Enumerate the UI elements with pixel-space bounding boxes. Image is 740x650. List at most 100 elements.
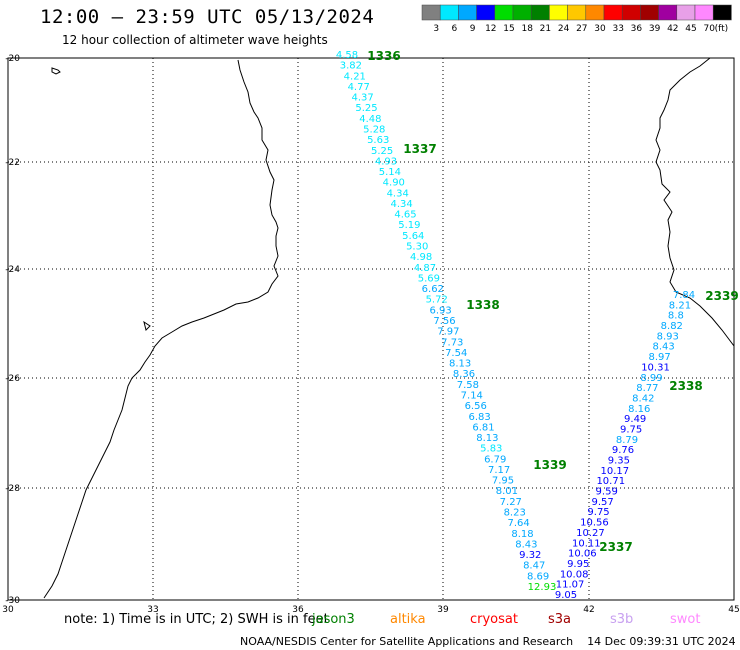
color-swatch-label: 18 [521,24,533,34]
swh-value: 8.01 [496,486,518,497]
swh-value: 7.97 [437,327,459,338]
footer-credit: NOAA/NESDIS Center for Satellite Applica… [240,635,574,648]
swh-value: 4.65 [394,210,416,221]
note-text: note: 1) Time is in UTC; 2) SWH is in fe… [64,612,329,627]
color-swatch [549,4,568,21]
swh-value: 7.54 [445,348,467,359]
color-swatch-label: 45 [685,24,696,34]
swh-value: 9.57 [591,497,613,508]
latitude-label: -24 [5,265,20,275]
swh-value: 5.19 [398,220,420,231]
swh-value: 4.77 [348,82,370,93]
longitude-label: 42 [583,605,594,615]
swh-value: 10.11 [572,538,601,549]
color-swatch-label: 39 [649,24,661,34]
color-swatch [676,4,696,21]
longitude-label: 45 [728,605,739,615]
swh-value: 5.25 [371,146,393,157]
pass-number: 1338 [466,298,499,312]
swh-value: 8.16 [628,404,650,415]
pass-number: 1337 [403,142,436,156]
latitude-label: -22 [5,158,20,168]
swh-value: 8.69 [527,571,549,582]
pass-number: 1339 [533,458,566,472]
color-swatch [567,4,587,21]
swh-value: 9.75 [620,424,642,435]
footer: NOAA/NESDIS Center for Satellite Applica… [240,635,736,648]
swh-value: 8.93 [657,331,679,342]
swh-value: 8.47 [523,561,545,572]
swh-value: 8.43 [653,342,675,353]
swh-value: 7.17 [488,465,510,476]
color-swatch [494,4,514,21]
swh-value: 9.49 [624,414,646,425]
swh-value: 8.13 [476,433,498,444]
color-swatch [658,4,678,21]
latitude-label: -20 [5,54,20,64]
swh-value: 9.59 [596,487,618,498]
swh-value: 5.72 [426,295,448,306]
longitude-labels: 30 33 36 39 42 45 [2,605,739,615]
swh-value: 6.81 [472,422,494,433]
island-small-2 [143,320,151,331]
color-swatch-label: 36 [631,24,643,34]
latitude-label: -30 [5,596,20,606]
descending-track: 4.583.824.214.774.375.254.485.285.635.25… [336,50,556,593]
island-small-1 [51,67,61,75]
swh-value: 9.35 [608,456,630,467]
swh-value: 10.56 [580,518,609,529]
swh-value: 7.14 [461,390,483,401]
swh-value: 7.73 [441,337,463,348]
swh-value: 9.32 [519,550,541,561]
color-swatch [421,4,441,21]
swh-value: 4.37 [351,93,373,104]
swh-value: 8.23 [504,508,526,519]
color-swatch-label: 33 [612,24,623,34]
mission-altika: altika [390,612,426,627]
color-swatch [439,4,459,21]
pass-number: 2339 [705,289,738,303]
swh-value: 10.17 [601,466,630,477]
mission-s3b: s3b [610,612,634,627]
swh-value: 4.58 [336,50,358,61]
swh-value: 9.76 [612,445,634,456]
longitude-label: 39 [437,605,449,615]
swh-value: 8.13 [449,359,471,370]
swh-value: 8.42 [632,393,654,404]
swh-value: 8.77 [636,383,658,394]
swh-value: 10.06 [568,549,597,560]
swh-value: 8.99 [640,373,662,384]
color-swatch [640,4,659,21]
color-swatch-label: 21 [540,24,551,34]
swh-value: 9.75 [587,507,609,518]
africa-coastline [43,59,279,599]
swh-value: 12.93 [528,582,557,593]
swh-value: 4.34 [387,188,409,199]
swh-value: 6.79 [484,454,506,465]
color-swatch [585,4,605,21]
color-scale: 3 6 9 12 15 18 21 24 27 30 33 36 39 42 45 70 (ft) [421,4,732,34]
swh-value: 5.14 [379,167,401,178]
swh-value: 3.82 [340,61,362,72]
page-subtitle: 12 hour collection of altimeter wave hei… [62,33,328,47]
mission-jason3: jason3 [312,612,355,627]
swh-value: 7.56 [433,316,455,327]
color-swatch [694,4,714,21]
swh-value: 4.48 [359,114,381,125]
color-swatch [512,4,532,21]
swh-value: 6.83 [468,412,490,423]
ascending-track: 7.848.218.88.828.938.438.9710.318.998.77… [555,290,695,601]
swh-value: 11.07 [556,580,585,591]
swh-value: 6.93 [429,305,451,316]
color-swatch-label: 12 [485,24,496,34]
swh-value: 7.95 [492,476,514,487]
swh-value: 8.18 [511,529,533,540]
swh-value: 8.36 [453,369,475,380]
swh-value: 8.8 [668,311,684,322]
color-swatch [476,4,496,21]
color-swatch [712,4,732,21]
swh-value: 5.30 [406,242,428,253]
swh-value: 4.21 [344,71,366,82]
color-swatch-label: 6 [452,24,458,34]
